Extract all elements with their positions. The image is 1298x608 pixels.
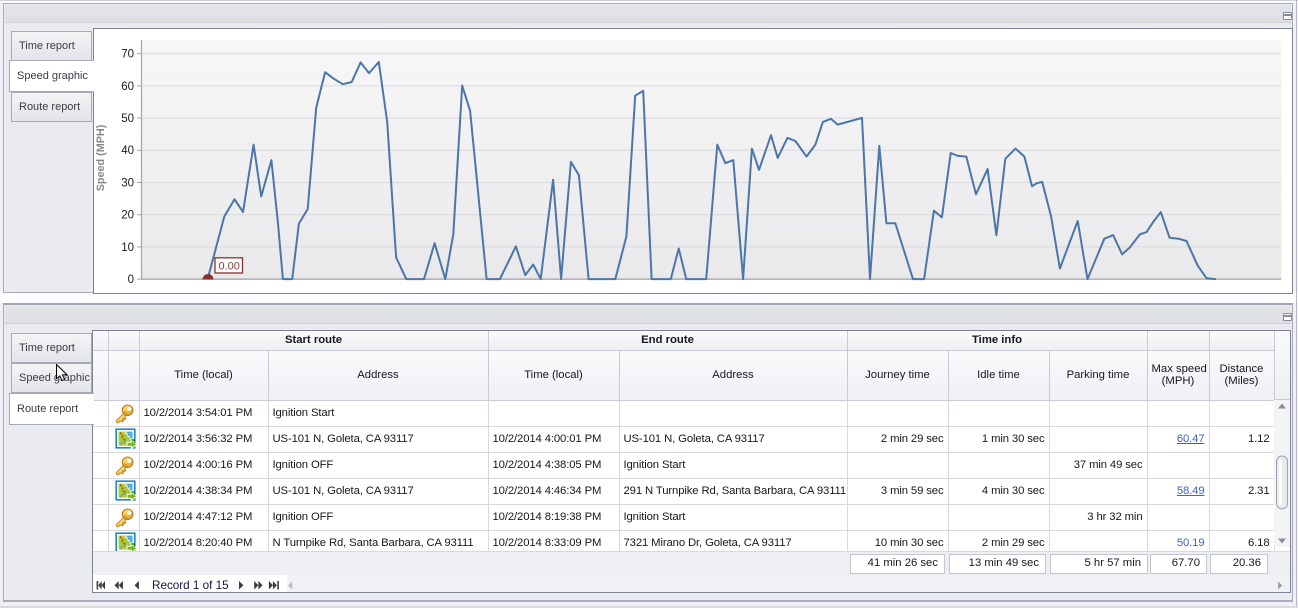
- svg-text:40: 40: [121, 145, 134, 157]
- svg-text:0.00: 0.00: [219, 261, 240, 273]
- svg-text:50: 50: [121, 113, 134, 125]
- svg-text:Speed (MPH): Speed (MPH): [95, 124, 107, 191]
- svg-text:20: 20: [121, 210, 134, 222]
- svg-text:30: 30: [121, 177, 134, 189]
- svg-text:70: 70: [121, 49, 134, 61]
- svg-text:10: 10: [121, 242, 134, 254]
- svg-text:60: 60: [121, 81, 134, 93]
- svg-text:0: 0: [128, 274, 134, 286]
